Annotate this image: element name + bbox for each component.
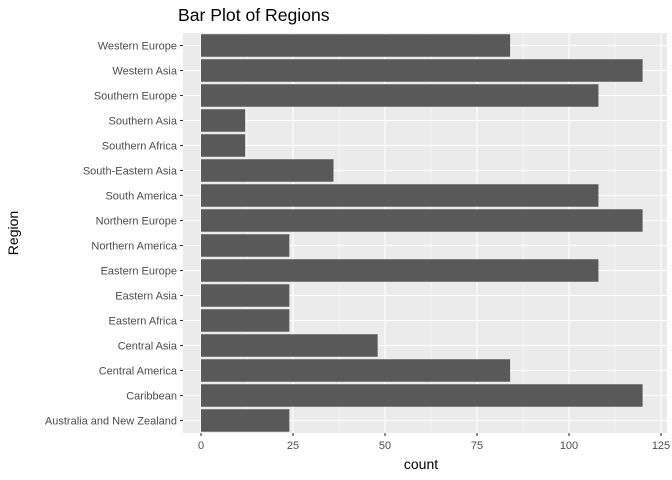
bars [201, 34, 643, 432]
bar-northern-america [201, 234, 290, 257]
bar-central-asia [201, 334, 378, 357]
y-tick-label: Eastern Europe [101, 266, 177, 278]
y-tick-label: South-Eastern Asia [83, 166, 178, 178]
y-tick-label: Australia and New Zealand [45, 416, 177, 428]
y-tick-label: Northern America [91, 241, 177, 253]
y-tick-label: South America [105, 191, 177, 203]
x-tick-label: 75 [471, 440, 483, 452]
bar-southern-europe [201, 84, 599, 107]
bar-south-eastern-asia [201, 159, 334, 182]
x-axis: 0 25 50 75 100 125 [198, 433, 670, 452]
y-tick-label: Western Asia [112, 66, 177, 78]
x-tick-label: 25 [287, 440, 299, 452]
x-axis-title: count [404, 456, 438, 472]
bar-eastern-europe [201, 259, 599, 282]
x-tick-label: 125 [652, 440, 670, 452]
bar-caribbean [201, 384, 643, 407]
y-tick-label: Northern Europe [96, 216, 177, 228]
bar-northern-europe [201, 209, 643, 232]
bar-western-asia [201, 59, 643, 82]
x-tick-label: 0 [198, 440, 204, 452]
y-tick-label: Central America [99, 366, 178, 378]
y-tick-label: Southern Asia [109, 116, 178, 128]
y-tick-label: Eastern Asia [115, 291, 178, 303]
y-tick-label: Eastern Africa [109, 316, 178, 328]
chart-title: Bar Plot of Regions [178, 5, 330, 25]
bar-eastern-asia [201, 284, 290, 307]
bar-australia-and-new-zealand [201, 409, 290, 432]
x-tick-label: 100 [560, 440, 578, 452]
bar-southern-africa [201, 134, 246, 157]
y-axis: Western Europe Western Asia Southern Europ… [45, 41, 183, 428]
y-tick-label: Caribbean [126, 391, 177, 403]
y-axis-title: Region [5, 211, 21, 255]
bar-western-europe [201, 34, 511, 57]
y-tick-label: Southern Europe [94, 91, 177, 103]
x-tick-label: 50 [379, 440, 391, 452]
y-tick-label: Western Europe [98, 41, 177, 53]
bar-eastern-africa [201, 309, 290, 332]
y-tick-label: Central Asia [118, 341, 178, 353]
y-tick-label: Southern Africa [102, 141, 178, 153]
bar-southern-asia [201, 109, 246, 132]
bar-south-america [201, 184, 599, 207]
bar-central-america [201, 359, 511, 382]
